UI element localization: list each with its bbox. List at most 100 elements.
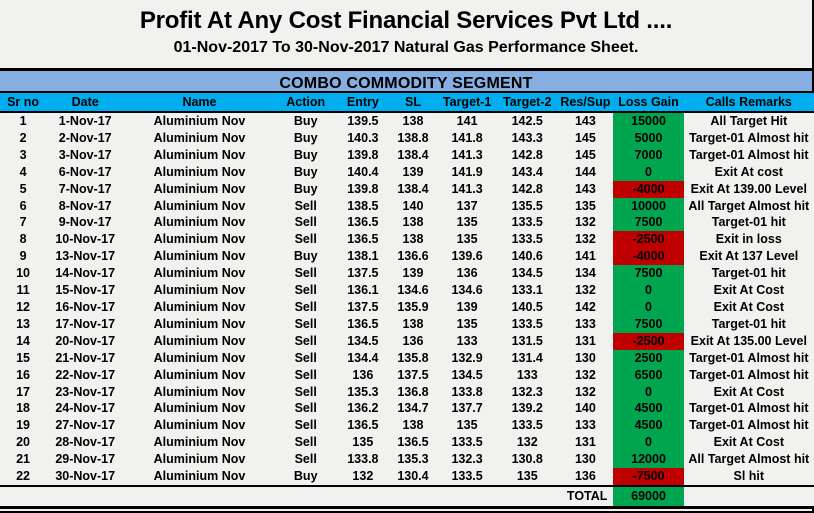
cell-name: Aluminium Nov	[124, 129, 275, 147]
table-row[interactable]: 15 21-Nov-17 Aluminium Nov Sell 134.4 135.8 13…	[0, 349, 814, 367]
cell-sl: 136	[388, 332, 438, 350]
column-header-calls-remarks[interactable]: Calls Remarks	[683, 93, 814, 113]
cell-name: Aluminium Nov	[124, 434, 275, 452]
cell-date: 9-Nov-17	[46, 214, 125, 232]
cell-action: Sell	[274, 451, 337, 469]
cell-target-2: 135.5	[497, 197, 558, 215]
table-row[interactable]: 12 16-Nov-17 Aluminium Nov Sell 137.5 135.9 13…	[0, 298, 814, 316]
cell-action: Sell	[274, 298, 337, 316]
cell-calls-remarks: Target-01 hit	[683, 214, 814, 232]
column-header-res-sup[interactable]: Res/Sup	[557, 93, 614, 113]
cell-action: Buy	[274, 146, 337, 164]
table-row[interactable]: 1 1-Nov-17 Aluminium Nov Buy 139.5 138 141 142.…	[0, 112, 814, 130]
table-row[interactable]: 8 10-Nov-17 Aluminium Nov Sell 136.5 138 135 13…	[0, 231, 814, 249]
cell-name: Aluminium Nov	[124, 231, 275, 249]
cell-target-2: 132	[497, 434, 558, 452]
cell-res-sup: 130	[557, 451, 614, 469]
cell-res-sup: 136	[557, 468, 614, 486]
cell-loss-gain: -4000	[613, 248, 684, 266]
table-row[interactable]: 2 2-Nov-17 Aluminium Nov Buy 140.3 138.8 141.8…	[0, 129, 814, 147]
cell-res-sup: 132	[557, 383, 614, 401]
table-row[interactable]: 20 28-Nov-17 Aluminium Nov Sell 135 136.5 133.…	[0, 434, 814, 452]
table-row[interactable]: 5 7-Nov-17 Aluminium Nov Buy 139.8 138.4 141.3…	[0, 180, 814, 198]
cell-date: 13-Nov-17	[46, 248, 125, 266]
column-header-loss-gain[interactable]: Loss Gain	[613, 93, 684, 113]
table-row[interactable]: 16 22-Nov-17 Aluminium Nov Sell 136 137.5 134.…	[0, 366, 814, 384]
cell-date: 7-Nov-17	[46, 180, 125, 198]
column-header-action[interactable]: Action	[274, 93, 337, 113]
cell-date: 23-Nov-17	[46, 383, 125, 401]
cell-entry: 136	[336, 366, 389, 384]
table-row[interactable]: 6 8-Nov-17 Aluminium Nov Sell 138.5 140 137 135…	[0, 197, 814, 215]
cell-entry: 136.5	[336, 214, 389, 232]
cell-sr-no: 12	[0, 298, 47, 316]
cell-target-1: 136	[437, 265, 498, 283]
cell-action: Sell	[274, 265, 337, 283]
cell-loss-gain: 0	[613, 163, 684, 181]
cell-target-2: 133.5	[497, 214, 558, 232]
cell-date: 20-Nov-17	[46, 332, 125, 350]
cell-res-sup: 132	[557, 282, 614, 299]
company-title: Profit At Any Cost Financial Services Pv…	[139, 7, 673, 34]
column-header-target-1[interactable]: Target-1	[437, 93, 498, 113]
table-row[interactable]: 10 14-Nov-17 Aluminium Nov Sell 137.5 139 136 1…	[0, 265, 814, 283]
table-row[interactable]: 21 29-Nov-17 Aluminium Nov Sell 133.8 135.3 13…	[0, 451, 814, 469]
cell-target-2: 142.8	[497, 180, 558, 198]
table-row[interactable]: 14 20-Nov-17 Aluminium Nov Sell 134.5 136 133 1…	[0, 332, 814, 350]
table-row[interactable]: 17 23-Nov-17 Aluminium Nov Sell 135.3 136.8 13…	[0, 383, 814, 401]
cell-name: Aluminium Nov	[124, 197, 275, 215]
cell-loss-gain: 7500	[613, 315, 684, 333]
cell-action: Sell	[274, 417, 337, 435]
cell-name: Aluminium Nov	[124, 468, 275, 486]
cell-loss-gain: 6500	[613, 366, 684, 384]
column-header-name[interactable]: Name	[124, 93, 275, 113]
cell-sr-no: 7	[0, 214, 47, 232]
cell-sr-no: 3	[0, 146, 47, 164]
column-header-target-2[interactable]: Target-2	[497, 93, 558, 113]
table-row[interactable]: 11 15-Nov-17 Aluminium Nov Sell 136.1 134.6 13…	[0, 282, 814, 299]
cell-loss-gain: 4500	[613, 417, 684, 435]
cell-target-2: 134.5	[497, 265, 558, 283]
total-label: TOTAL	[0, 484, 614, 509]
cell-sr-no: 1	[0, 112, 47, 130]
cell-calls-remarks: Exit At Cost	[683, 434, 814, 452]
column-header-sl[interactable]: SL	[388, 93, 438, 113]
cell-action: Sell	[274, 400, 337, 418]
table-row[interactable]: 9 13-Nov-17 Aluminium Nov Buy 138.1 136.6 139.…	[0, 248, 814, 266]
cell-calls-remarks: Target-01 hit	[683, 315, 814, 333]
table-row[interactable]: 4 6-Nov-17 Aluminium Nov Buy 140.4 139 141.9 14…	[0, 163, 814, 181]
cell-sr-no: 20	[0, 434, 47, 452]
table-row[interactable]: 18 24-Nov-17 Aluminium Nov Sell 136.2 134.7 13…	[0, 400, 814, 418]
table-row[interactable]: 19 27-Nov-17 Aluminium Nov Sell 136.5 138 135 1…	[0, 417, 814, 435]
cell-res-sup: 145	[557, 129, 614, 147]
table-row[interactable]: 7 9-Nov-17 Aluminium Nov Sell 136.5 138 135 133…	[0, 214, 814, 232]
cell-target-1: 132.3	[437, 451, 498, 469]
table-row[interactable]: 13 17-Nov-17 Aluminium Nov Sell 136.5 138 135 1…	[0, 315, 814, 333]
table-row[interactable]: 22 30-Nov-17 Aluminium Nov Buy 132 130.4 133.5…	[0, 468, 814, 486]
cell-sr-no: 17	[0, 383, 47, 401]
cell-entry: 139.8	[336, 146, 389, 164]
cell-date: 30-Nov-17	[46, 468, 125, 486]
cell-sl: 135.9	[388, 298, 438, 316]
cell-date: 29-Nov-17	[46, 451, 125, 469]
column-header-sr-no[interactable]: Sr no	[0, 93, 47, 113]
cell-action: Buy	[274, 112, 337, 130]
cell-target-2: 139.2	[497, 400, 558, 418]
cell-loss-gain: 0	[613, 434, 684, 452]
cell-sr-no: 9	[0, 248, 47, 266]
cell-target-1: 133	[437, 332, 498, 350]
total-value: 69000	[613, 484, 684, 509]
cell-calls-remarks: All Target Almost hit	[683, 197, 814, 215]
cell-sl: 134.7	[388, 400, 438, 418]
cell-name: Aluminium Nov	[124, 112, 275, 130]
cell-loss-gain: 7000	[613, 146, 684, 164]
cell-date: 17-Nov-17	[46, 315, 125, 333]
cell-loss-gain: 12000	[613, 451, 684, 469]
column-header-date[interactable]: Date	[46, 93, 125, 113]
table-footer: TOTAL 69000	[0, 484, 814, 509]
cell-name: Aluminium Nov	[124, 315, 275, 333]
cell-sl: 134.6	[388, 282, 438, 299]
table-row[interactable]: 3 3-Nov-17 Aluminium Nov Buy 139.8 138.4 141.3…	[0, 146, 814, 164]
column-header-entry[interactable]: Entry	[336, 93, 389, 113]
cell-target-2: 133.5	[497, 417, 558, 435]
